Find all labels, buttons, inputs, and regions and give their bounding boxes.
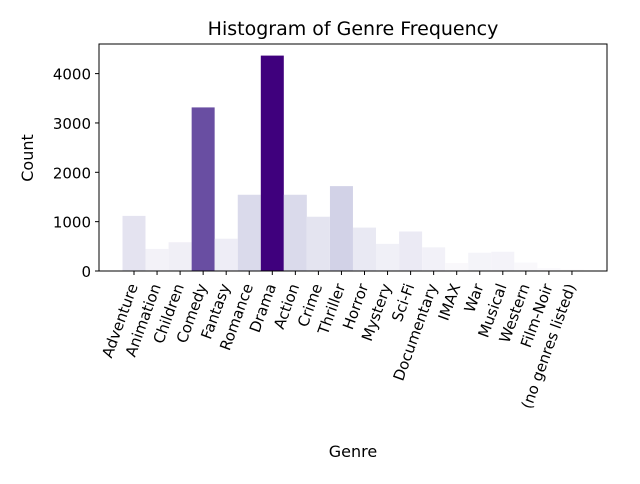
bar-drama	[260, 55, 284, 271]
bar-children	[168, 242, 192, 271]
y-tick-label: 3000	[53, 115, 91, 133]
bar-action	[283, 194, 307, 271]
x-axis-label: Genre	[329, 442, 377, 461]
bar-mystery	[376, 243, 400, 271]
plot-frame	[98, 43, 608, 272]
bar-animation	[145, 248, 169, 271]
bar-musical	[491, 251, 515, 271]
bar-film-noir	[537, 268, 561, 271]
bar-war	[468, 252, 492, 271]
y-tick-label: 0	[81, 263, 91, 281]
bar-sci-fi	[399, 231, 423, 271]
bar-western	[514, 262, 538, 271]
y-axis-label: Count	[18, 134, 37, 182]
bar-documentary	[422, 247, 446, 271]
chart-title: Histogram of Genre Frequency	[208, 18, 499, 40]
bar-crime	[306, 216, 330, 271]
bar-no-genres-listed	[560, 269, 584, 271]
y-axis: 0 1000 2000 3000 4000	[53, 66, 99, 281]
bar-fantasy	[214, 238, 238, 271]
bar-adventure	[122, 215, 146, 271]
bar-romance	[237, 194, 261, 271]
bars-group	[122, 55, 584, 271]
y-tick-label: 2000	[53, 164, 91, 182]
bar-imax	[445, 263, 469, 271]
y-tick-label: 4000	[53, 66, 91, 84]
bar-comedy	[191, 107, 215, 271]
bar-thriller	[329, 186, 353, 271]
bar-horror	[353, 227, 376, 271]
x-axis: AdventureAnimationChildrenComedyFantasyR…	[98, 271, 580, 411]
y-tick-label: 1000	[53, 214, 91, 232]
